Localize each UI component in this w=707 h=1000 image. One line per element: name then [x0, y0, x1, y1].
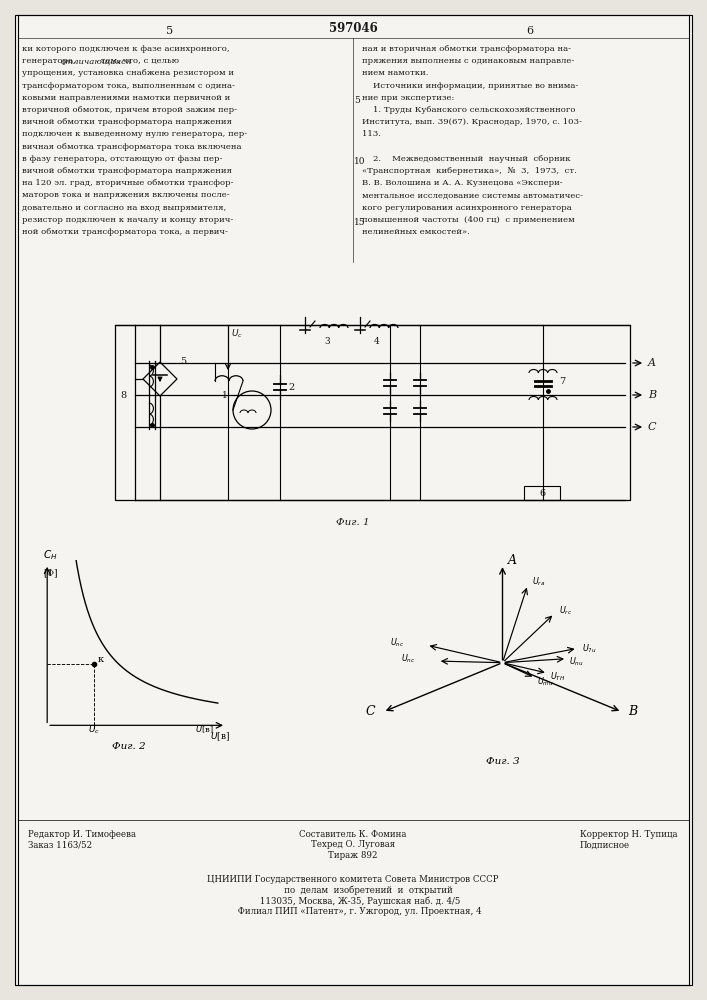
Text: $U_{rc}$: $U_{rc}$: [559, 605, 572, 617]
Text: Фuг. 1: Фuг. 1: [337, 518, 370, 527]
Text: $U_{TH}$: $U_{TH}$: [550, 671, 565, 683]
Text: В. В. Волошина и А. А. Кузнецова «Экспери-: В. В. Волошина и А. А. Кузнецова «Экспер…: [362, 179, 563, 187]
Text: резистор подключен к началу и концу вторич-: резистор подключен к началу и концу втор…: [22, 216, 233, 224]
Text: кого регулирования асинхронного генератора: кого регулирования асинхронного генерато…: [362, 204, 572, 212]
Text: ментальное исследование системы автоматичес-: ментальное исследование системы автомати…: [362, 191, 583, 199]
Text: упрощения, установка снабжена резистором и: упрощения, установка снабжена резистором…: [22, 69, 234, 77]
Text: $U_{nc}$: $U_{nc}$: [390, 636, 404, 649]
Text: ЦНИИПИ Государственного комитета Совета Министров СССР
           по  делам  изо: ЦНИИПИ Государственного комитета Совета …: [207, 875, 498, 916]
Text: в фазу генератора, отстающую от фазы пер-: в фазу генератора, отстающую от фазы пер…: [22, 155, 223, 163]
Text: A: A: [648, 358, 656, 368]
Text: вторичной обмоток, причем второй зажим пер-: вторичной обмоток, причем второй зажим п…: [22, 106, 237, 114]
Text: [Ф]: [Ф]: [43, 569, 58, 578]
Text: 1: 1: [222, 391, 228, 400]
Text: «Транспортная  кибернетика»,  №  3,  1973,  ст.: «Транспортная кибернетика», № 3, 1973, с…: [362, 167, 577, 175]
Text: 5: 5: [166, 26, 173, 36]
Text: $U$[в]: $U$[в]: [195, 724, 214, 735]
Text: Института, вып. 39(67). Краснодар, 1970, с. 103-: Института, вып. 39(67). Краснодар, 1970,…: [362, 118, 582, 126]
Text: 4: 4: [374, 337, 380, 346]
Text: $U_c$: $U_c$: [231, 328, 243, 340]
Text: ки которого подключен к фазе асинхронного,: ки которого подключен к фазе асинхронног…: [22, 45, 230, 53]
Text: C: C: [366, 705, 375, 718]
Text: 2.    Межведомственный  научный  сборник: 2. Межведомственный научный сборник: [362, 155, 571, 163]
Bar: [524, 486, 560, 500]
Text: тем, что, с целью: тем, что, с целью: [98, 57, 180, 65]
Text: нелинейных емкостей».: нелинейных емкостей».: [362, 228, 470, 236]
Text: 3: 3: [325, 337, 329, 346]
Text: Источники информации, принятые во внима-: Источники информации, принятые во внима-: [362, 82, 578, 90]
Text: ние при экспертизе:: ние при экспертизе:: [362, 94, 455, 102]
Text: 6: 6: [527, 26, 534, 36]
Text: C: C: [648, 422, 657, 432]
Text: Редактор И. Тимофеева
Заказ 1163/52: Редактор И. Тимофеева Заказ 1163/52: [28, 830, 136, 849]
Text: генератора,: генератора,: [22, 57, 78, 65]
Text: довательно и согласно на вход выпрямителя,: довательно и согласно на вход выпрямител…: [22, 204, 226, 212]
Text: 113.: 113.: [362, 130, 381, 138]
Text: Составитель К. Фомина
Техред О. Луговая
Тираж 892: Составитель К. Фомина Техред О. Луговая …: [299, 830, 407, 860]
Text: 8: 8: [120, 390, 126, 399]
Text: $U_{ra}$: $U_{ra}$: [532, 576, 545, 588]
Bar: [115, 325, 630, 500]
Text: подключен к выведенному нулю генератора, пер-: подключен к выведенному нулю генератора,…: [22, 130, 247, 138]
Text: 10: 10: [354, 157, 366, 166]
Text: 1. Труды Кубанского сельскохозяйственного: 1. Труды Кубанского сельскохозяйственног…: [362, 106, 575, 114]
Text: $U_c$: $U_c$: [88, 723, 100, 736]
Text: на 120 эл. град, вторичные обмотки трансфор-: на 120 эл. град, вторичные обмотки транс…: [22, 179, 233, 187]
Text: Корректор Н. Тупица
Подписное: Корректор Н. Тупица Подписное: [580, 830, 677, 849]
Text: пряжения выполнены с одинаковым направле-: пряжения выполнены с одинаковым направле…: [362, 57, 574, 65]
Text: $C_H$: $C_H$: [43, 548, 58, 562]
Text: к: к: [98, 655, 104, 664]
Text: нием намотки.: нием намотки.: [362, 69, 428, 77]
Text: вичной обмотки трансформатора напряжения: вичной обмотки трансформатора напряжения: [22, 118, 232, 126]
Text: повышенной частоты  (400 гц)  с применением: повышенной частоты (400 гц) с применение…: [362, 216, 575, 224]
Text: $U_{nu}$: $U_{nu}$: [569, 656, 584, 668]
Text: 5: 5: [180, 357, 186, 366]
Text: 6: 6: [539, 488, 545, 497]
Text: ной обмотки трансформатора тока, а первич-: ной обмотки трансформатора тока, а перви…: [22, 228, 228, 236]
Text: 597046: 597046: [329, 22, 378, 35]
Text: 2: 2: [288, 382, 294, 391]
Text: $U_{7u}$: $U_{7u}$: [582, 642, 597, 655]
Text: $U$[в]: $U$[в]: [210, 730, 230, 743]
Text: $U_{mu}$: $U_{mu}$: [537, 676, 554, 688]
Text: вичная обмотка трансформатора тока включена: вичная обмотка трансформатора тока включ…: [22, 143, 242, 151]
Text: B: B: [648, 390, 656, 400]
Text: 15: 15: [354, 218, 366, 227]
Text: $U_{nc}$: $U_{nc}$: [401, 652, 416, 665]
Text: A: A: [508, 554, 517, 567]
Text: отличающаяся: отличающаяся: [60, 57, 132, 65]
Text: 7: 7: [559, 376, 566, 385]
Text: вичной обмотки трансформатора напряжения: вичной обмотки трансформатора напряжения: [22, 167, 232, 175]
Text: Фuг. 2: Фuг. 2: [112, 742, 145, 751]
Text: Фuг. 3: Фuг. 3: [486, 757, 520, 766]
Text: ковыми направлениями намотки первичной и: ковыми направлениями намотки первичной и: [22, 94, 230, 102]
Text: 5: 5: [354, 96, 360, 105]
Text: ная и вторичная обмотки трансформатора на-: ная и вторичная обмотки трансформатора н…: [362, 45, 571, 53]
Text: B: B: [629, 705, 638, 718]
Text: трансформатором тока, выполненным с одина-: трансформатором тока, выполненным с один…: [22, 82, 235, 90]
Text: маторов тока и напряжения включены после-: маторов тока и напряжения включены после…: [22, 191, 230, 199]
